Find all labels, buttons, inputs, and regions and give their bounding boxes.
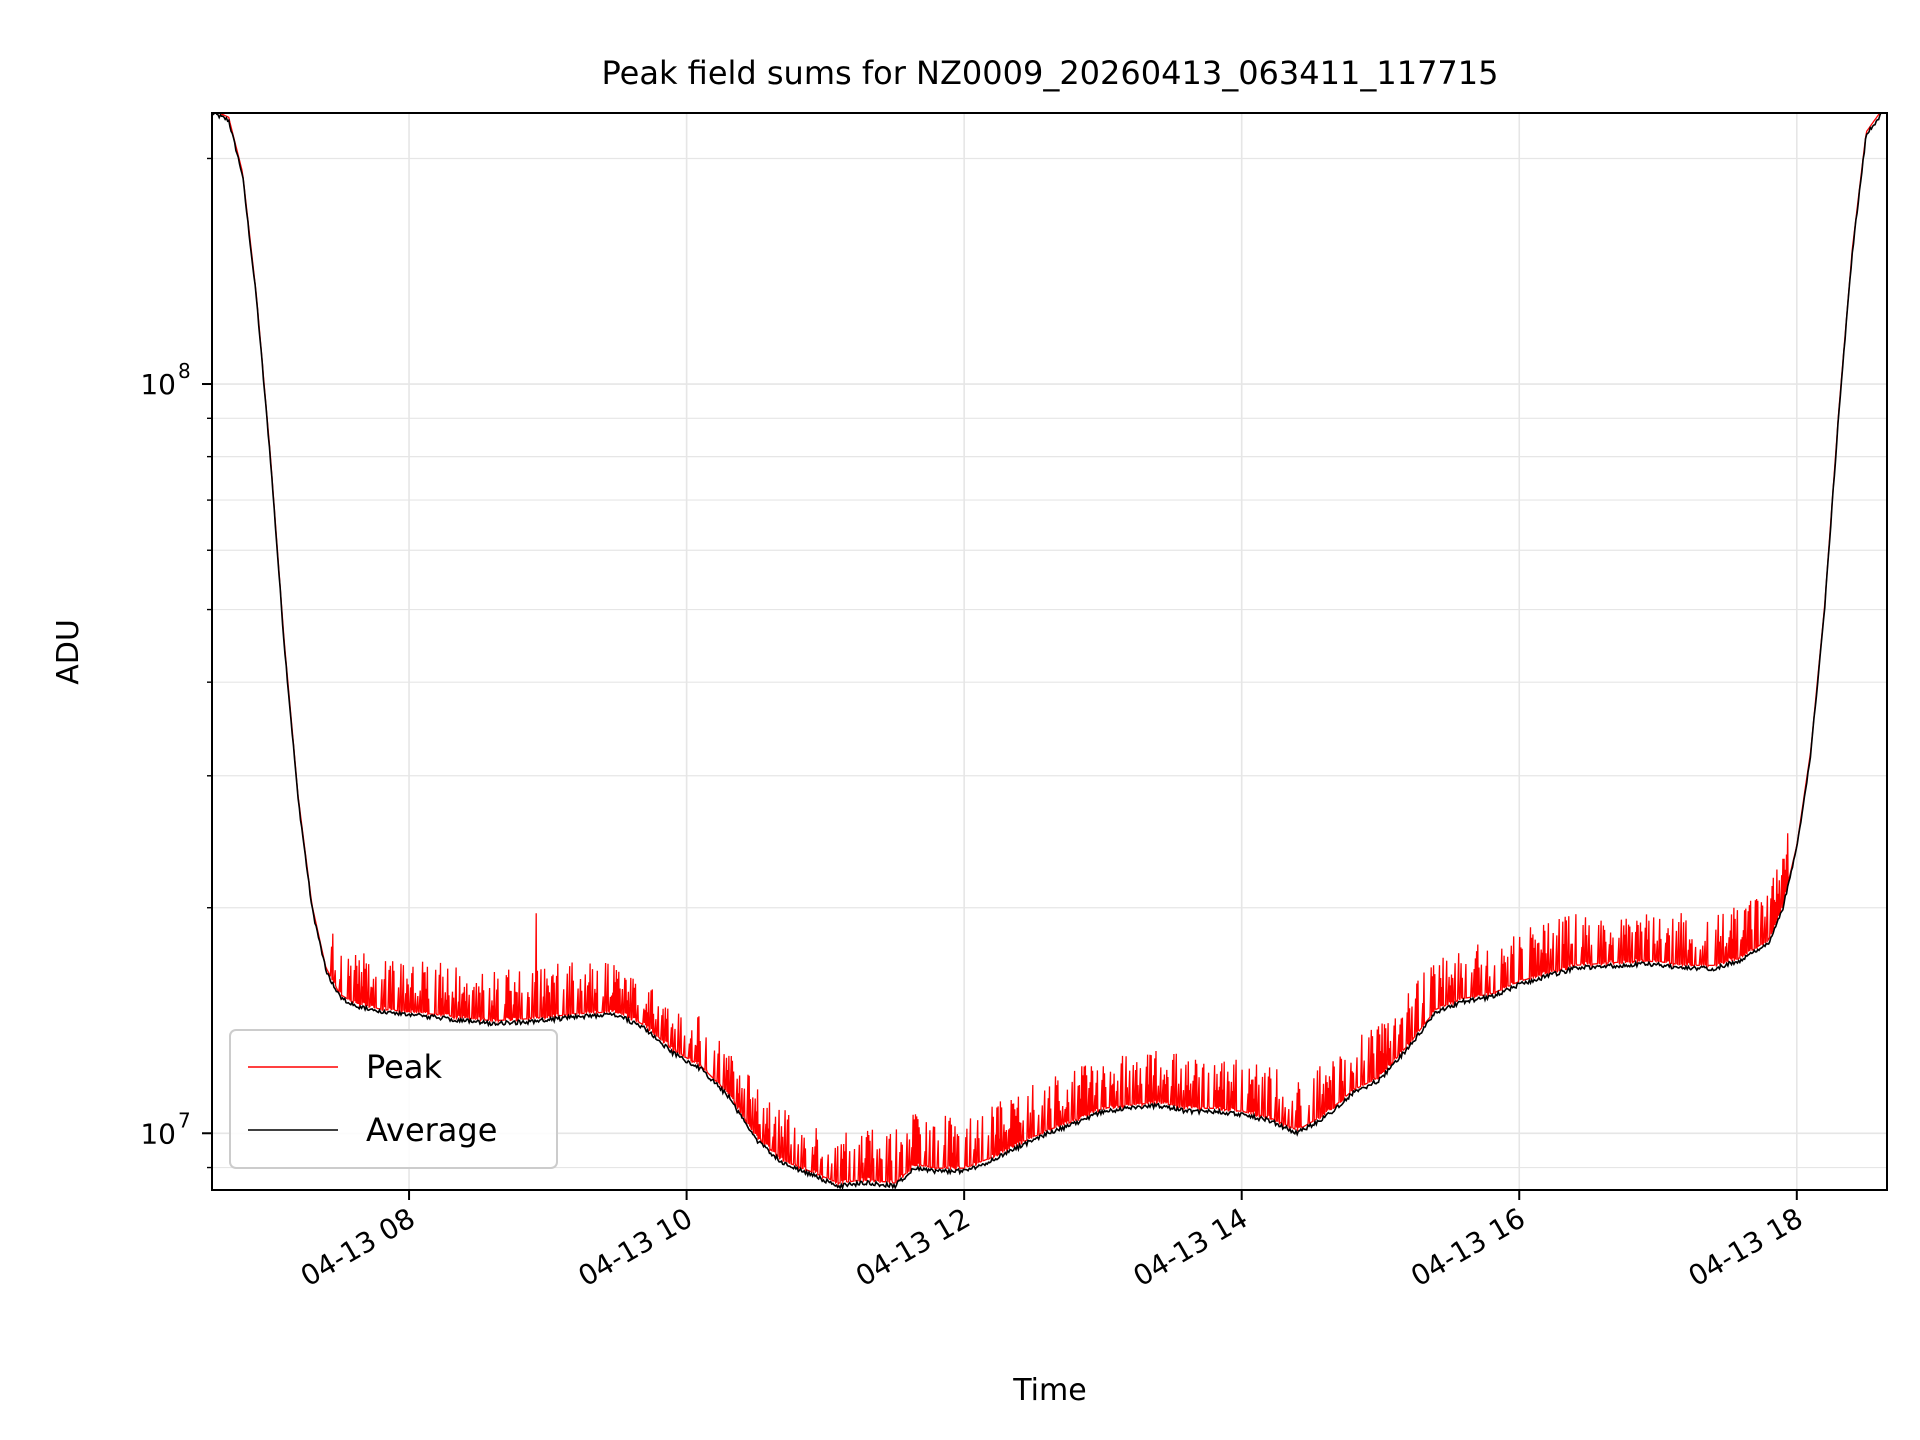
- y-tick-exponent: 8: [178, 359, 191, 383]
- plot-lines: [212, 113, 1882, 1190]
- legend-box: [229, 1029, 558, 1169]
- y-tick-exponent: 7: [178, 1108, 191, 1132]
- plot-frame: [211, 112, 1888, 1191]
- y-tick-label: 10: [140, 1117, 176, 1150]
- legend-average-label: Average: [366, 1111, 497, 1149]
- average-series-line: [212, 113, 1882, 1190]
- legend: Peak Average: [229, 1029, 558, 1169]
- legend-peak-label: Peak: [366, 1048, 442, 1086]
- chart-title: Peak field sums for NZ0009_20260413_0634…: [602, 54, 1499, 92]
- y-tick-label: 10: [140, 368, 176, 401]
- x-axis-label: Time: [1012, 1373, 1086, 1408]
- peak-series-line: [217, 113, 1881, 1187]
- y-axis-label: ADU: [51, 619, 86, 685]
